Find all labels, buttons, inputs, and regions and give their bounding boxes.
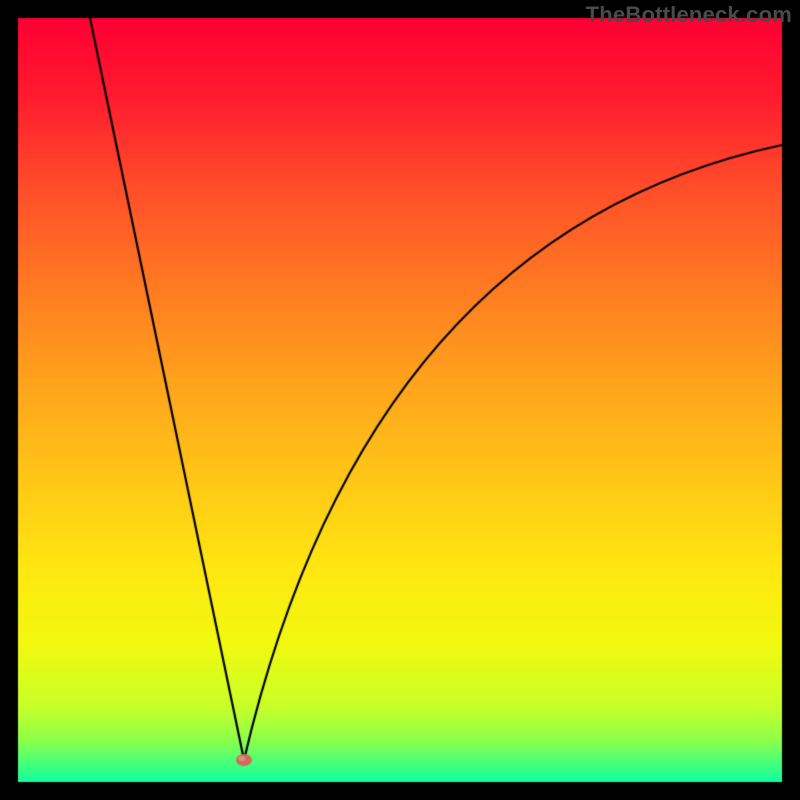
bottleneck-chart-canvas — [0, 0, 800, 800]
chart-container: TheBottleneck.com — [0, 0, 800, 800]
